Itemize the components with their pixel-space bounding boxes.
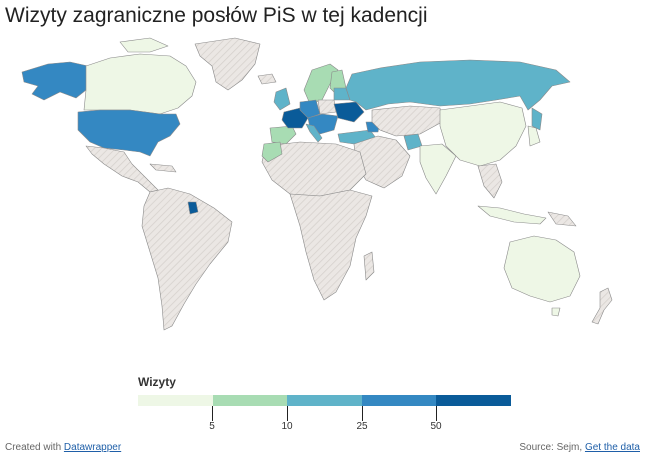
legend-tick-label: 5 (209, 421, 215, 432)
legend-ticks: 5 10 25 50 (138, 406, 511, 432)
country-indonesia[interactable] (477, 205, 547, 225)
country-china[interactable] (439, 101, 527, 167)
get-data-link[interactable]: Get the data (584, 442, 640, 453)
legend-tick-label: 50 (430, 421, 442, 432)
legend-tick-mark (212, 406, 213, 421)
country-canada[interactable] (83, 53, 197, 115)
legend-tick-label: 25 (356, 421, 368, 432)
country-south-america[interactable] (141, 187, 233, 331)
legend-tick-mark (436, 406, 437, 421)
country-australia[interactable] (503, 235, 581, 303)
legend-tick-mark (362, 406, 363, 421)
footer-source: Source: Sejm, Get the data (519, 442, 640, 453)
chart-title: Wizyty zagraniczne posłów PiS w tej kade… (5, 4, 428, 27)
country-tasmania[interactable] (551, 307, 561, 317)
legend-swatch-4 (436, 395, 511, 406)
country-poland[interactable] (317, 99, 337, 115)
country-italy[interactable] (305, 123, 323, 143)
country-caribbean[interactable] (149, 163, 177, 173)
country-africa[interactable] (289, 189, 373, 301)
country-greenland[interactable] (194, 37, 261, 91)
country-central-asia[interactable] (371, 105, 443, 137)
legend-tick-label: 10 (281, 421, 293, 432)
country-se-asia[interactable] (477, 163, 503, 199)
legend-swatch-3 (361, 395, 437, 406)
country-png[interactable] (547, 211, 577, 227)
legend-tick-mark (287, 406, 288, 421)
legend-swatch-0 (138, 395, 213, 406)
country-india[interactable] (419, 143, 457, 195)
source-text: Source: Sejm, (519, 442, 583, 453)
country-iberia[interactable] (269, 125, 297, 145)
country-french-guiana[interactable] (187, 201, 199, 215)
country-alaska[interactable] (21, 61, 89, 101)
country-afghanistan[interactable] (403, 133, 423, 151)
country-russia-east[interactable] (531, 107, 543, 131)
legend-title: Wizyty (138, 375, 176, 389)
country-new-zealand[interactable] (591, 287, 613, 325)
created-with-text: Created with (5, 442, 62, 453)
country-iceland[interactable] (257, 73, 277, 85)
legend-color-bar (138, 395, 511, 406)
country-russia[interactable] (345, 59, 571, 111)
datawrapper-link[interactable]: Datawrapper (63, 442, 122, 453)
country-japan[interactable] (527, 125, 541, 147)
country-uk[interactable] (273, 87, 291, 111)
world-map (21, 37, 613, 331)
legend-swatch-2 (287, 395, 362, 406)
country-canada-islands[interactable] (119, 37, 169, 53)
country-morocco[interactable] (261, 141, 283, 163)
country-usa[interactable] (77, 109, 181, 157)
country-madagascar[interactable] (363, 251, 375, 281)
legend-swatch-1 (212, 395, 288, 406)
footer-credit: Created with Datawrapper (5, 442, 121, 453)
legend: Wizyty 5 10 25 50 (138, 375, 518, 432)
country-ukraine[interactable] (333, 101, 365, 123)
